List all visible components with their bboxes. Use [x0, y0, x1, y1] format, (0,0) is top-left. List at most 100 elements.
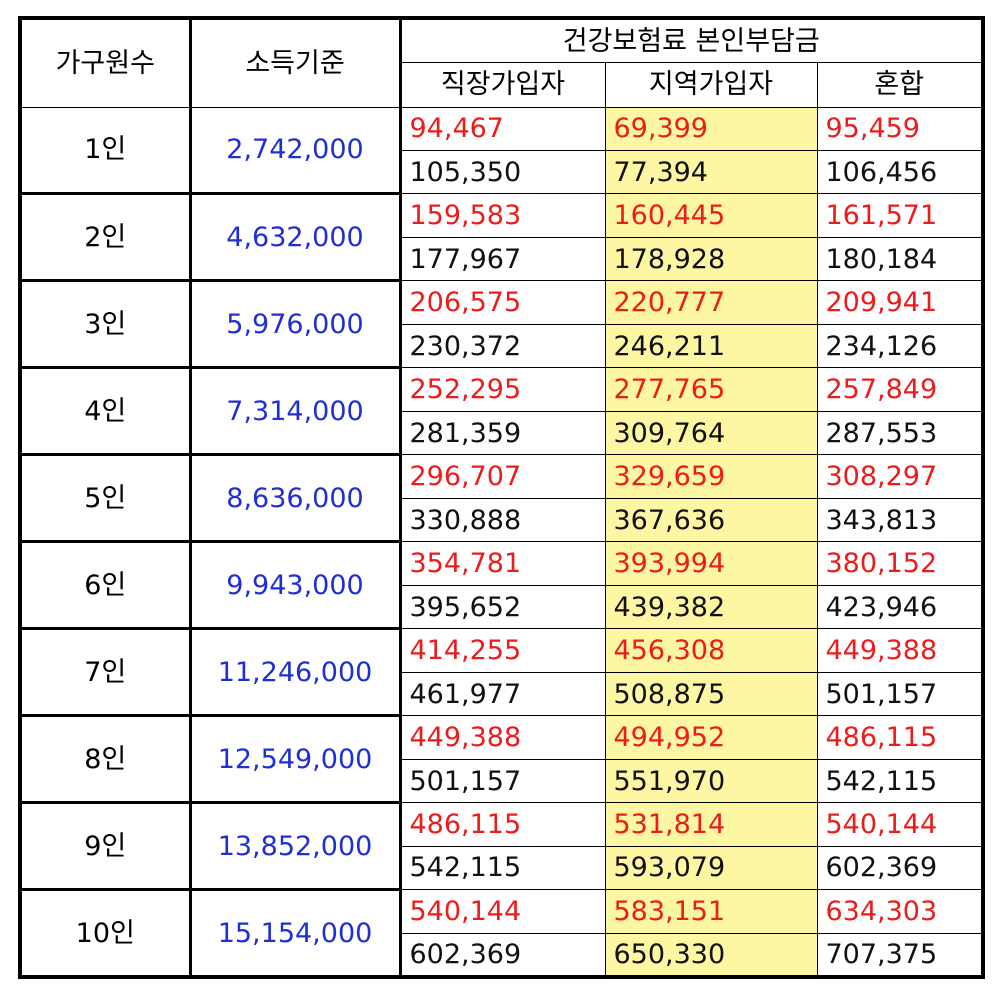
mixed-premium-cell: 209,941: [816, 280, 984, 325]
regional-premium-cell: 367,636: [604, 497, 818, 543]
regional-premium-cell: 77,394: [604, 149, 818, 195]
regional-premium-cell: 508,875: [604, 671, 818, 717]
regional-premium-cell: 69,399: [604, 106, 818, 151]
income-standard-cell: 11,246,000: [189, 628, 402, 718]
mixed-premium-cell: 161,571: [816, 193, 984, 238]
header-household-size: 가구원수: [19, 17, 192, 108]
employee-premium-cell: 330,888: [399, 497, 606, 543]
regional-premium-cell: 309,764: [604, 410, 818, 456]
income-standard-cell: 12,549,000: [189, 715, 402, 805]
income-standard-cell: 13,852,000: [189, 802, 402, 892]
employee-premium-cell: 94,467: [399, 106, 606, 151]
mixed-premium-cell: 602,369: [816, 845, 984, 891]
regional-premium-cell: 160,445: [604, 193, 818, 238]
mixed-premium-cell: 287,553: [816, 410, 984, 456]
employee-premium-cell: 177,967: [399, 236, 606, 282]
table-row: 177,967 178,928 180,184: [20, 236, 984, 282]
mixed-premium-cell: 486,115: [816, 715, 984, 760]
regional-premium-cell: 178,928: [604, 236, 818, 282]
table-row: 330,888 367,636 343,813: [20, 497, 984, 543]
table-row: 8인 12,549,000 449,388 494,952 486,115: [19, 715, 984, 805]
mixed-premium-cell: 540,144: [816, 802, 984, 847]
household-size-cell: 10인: [19, 889, 192, 978]
regional-premium-cell: 551,970: [604, 758, 818, 804]
table-row: 4인 7,314,000 252,295 277,765 257,849: [19, 367, 984, 457]
mixed-premium-cell: 257,849: [816, 367, 984, 412]
table-row: 6인 9,943,000 354,781 393,994 380,152: [19, 541, 984, 631]
table-row: 7인 11,246,000 414,255 456,308 449,388: [19, 628, 984, 718]
mixed-premium-cell: 180,184: [816, 236, 984, 282]
income-standard-cell: 4,632,000: [189, 193, 402, 283]
header-mixed: 혼합: [816, 62, 984, 108]
table-row: 9인 13,852,000 486,115 531,814 540,144: [19, 802, 984, 892]
table-row: 542,115 593,079 602,369: [20, 845, 984, 891]
mixed-premium-cell: 449,388: [816, 628, 984, 673]
employee-premium-cell: 486,115: [399, 802, 606, 847]
regional-premium-cell: 531,814: [604, 802, 818, 847]
table-row: 5인 8,636,000 296,707 329,659 308,297: [19, 454, 984, 544]
employee-premium-cell: 206,575: [399, 280, 606, 325]
employee-premium-cell: 105,350: [399, 149, 606, 195]
employee-premium-cell: 230,372: [399, 323, 606, 369]
regional-premium-cell: 329,659: [604, 454, 818, 499]
regional-premium-cell: 583,151: [604, 889, 818, 934]
mixed-premium-cell: 234,126: [816, 323, 984, 369]
table-row: 461,977 508,875 501,157: [20, 671, 984, 717]
employee-premium-cell: 602,369: [399, 932, 606, 978]
employee-premium-cell: 296,707: [399, 454, 606, 499]
regional-premium-cell: 393,994: [604, 541, 818, 586]
mixed-premium-cell: 308,297: [816, 454, 984, 499]
regional-premium-cell: 494,952: [604, 715, 818, 760]
table-row: 230,372 246,211 234,126: [20, 323, 984, 369]
mixed-premium-cell: 634,303: [816, 889, 984, 934]
income-standard-cell: 9,943,000: [189, 541, 402, 631]
employee-premium-cell: 252,295: [399, 367, 606, 412]
mixed-premium-cell: 542,115: [816, 758, 984, 804]
income-standard-cell: 7,314,000: [189, 367, 402, 457]
household-size-cell: 4인: [19, 367, 192, 457]
household-size-cell: 3인: [19, 280, 192, 370]
household-size-cell: 8인: [19, 715, 192, 805]
table-row: 2인 4,632,000 159,583 160,445 161,571: [19, 193, 984, 283]
employee-premium-cell: 395,652: [399, 584, 606, 630]
health-insurance-table: 가구원수 소득기준 건강보험료 본인부담금 직장가입자 지역가입자 혼합 1인 2…: [18, 16, 985, 979]
regional-premium-cell: 246,211: [604, 323, 818, 369]
household-size-cell: 2인: [19, 193, 192, 283]
table-row: 602,369 650,330 707,375: [20, 932, 984, 978]
regional-premium-cell: 439,382: [604, 584, 818, 630]
employee-premium-cell: 414,255: [399, 628, 606, 673]
income-standard-cell: 2,742,000: [189, 106, 402, 196]
mixed-premium-cell: 707,375: [816, 932, 984, 978]
income-standard-cell: 5,976,000: [189, 280, 402, 370]
employee-premium-cell: 449,388: [399, 715, 606, 760]
regional-premium-cell: 220,777: [604, 280, 818, 325]
table-row: 501,157 551,970 542,115: [20, 758, 984, 804]
header-regional: 지역가입자: [604, 62, 818, 108]
employee-premium-cell: 159,583: [399, 193, 606, 238]
regional-premium-cell: 593,079: [604, 845, 818, 891]
income-standard-cell: 15,154,000: [189, 889, 402, 978]
table-row: 281,359 309,764 287,553: [20, 410, 984, 456]
mixed-premium-cell: 343,813: [816, 497, 984, 543]
employee-premium-cell: 540,144: [399, 889, 606, 934]
regional-premium-cell: 456,308: [604, 628, 818, 673]
mixed-premium-cell: 423,946: [816, 584, 984, 630]
household-size-cell: 6인: [19, 541, 192, 631]
table-row: 10인 15,154,000 540,144 583,151 634,303: [19, 889, 984, 978]
employee-premium-cell: 281,359: [399, 410, 606, 456]
regional-premium-cell: 277,765: [604, 367, 818, 412]
income-standard-cell: 8,636,000: [189, 454, 402, 544]
household-size-cell: 7인: [19, 628, 192, 718]
household-size-cell: 1인: [19, 106, 192, 196]
household-size-cell: 9인: [19, 802, 192, 892]
mixed-premium-cell: 380,152: [816, 541, 984, 586]
mixed-premium-cell: 95,459: [816, 106, 984, 151]
table-row: 1인 2,742,000 94,467 69,399 95,459: [19, 106, 984, 196]
employee-premium-cell: 354,781: [399, 541, 606, 586]
table-row: 3인 5,976,000 206,575 220,777 209,941: [19, 280, 984, 370]
household-size-cell: 5인: [19, 454, 192, 544]
mixed-premium-cell: 106,456: [816, 149, 984, 195]
employee-premium-cell: 542,115: [399, 845, 606, 891]
header-income-standard: 소득기준: [189, 17, 402, 108]
header-premium-group: 건강보험료 본인부담금: [399, 17, 984, 63]
